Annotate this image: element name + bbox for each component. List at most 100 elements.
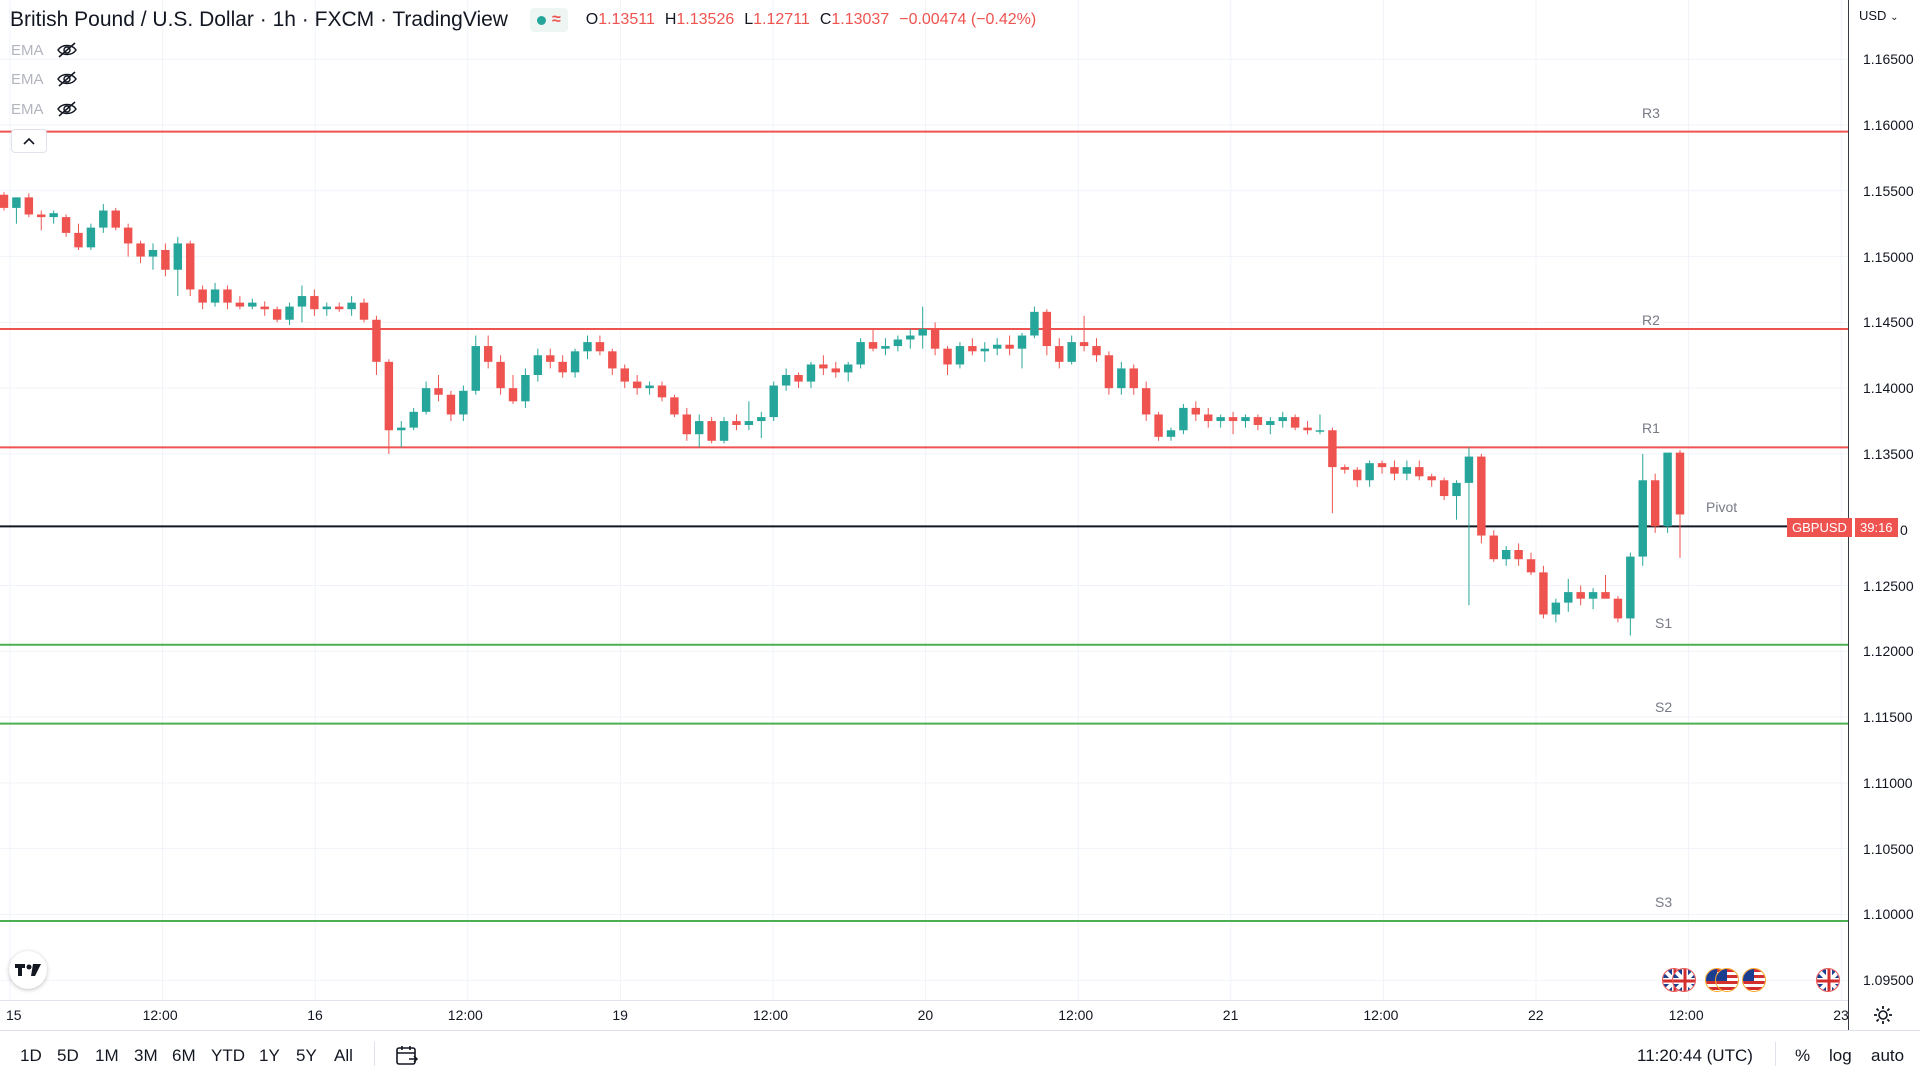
goto-date-calendar-icon[interactable]: [395, 1045, 419, 1067]
tradingview-logo[interactable]: [9, 951, 47, 989]
indicator-ema-1[interactable]: EMA: [11, 41, 78, 59]
candle: [297, 285, 307, 323]
candle: [558, 355, 567, 378]
collapse-indicators-button[interactable]: [11, 129, 47, 153]
candle: [968, 338, 977, 356]
range-ytd-button[interactable]: YTD: [211, 1046, 245, 1065]
candlestick-series: [0, 192, 1685, 636]
candle: [719, 417, 729, 444]
candle: [632, 375, 642, 395]
time-tick-label: 12:00: [1668, 1007, 1704, 1023]
candle: [372, 315, 381, 375]
symbol-price-badge: GBPUSD: [1787, 518, 1852, 537]
symbol-title[interactable]: British Pound / U.S. Dollar · 1h · FXCM …: [10, 8, 508, 31]
eye-hidden-icon[interactable]: [56, 70, 78, 88]
candle-body: [1650, 480, 1660, 527]
candle-body: [1303, 427, 1312, 431]
candle: [1166, 427, 1176, 441]
utc-clock[interactable]: 11:20:44 (UTC): [1637, 1046, 1753, 1065]
candle-body: [347, 302, 356, 310]
range-5y-button[interactable]: 5Y: [296, 1046, 317, 1065]
candle: [856, 338, 865, 369]
eye-hidden-icon[interactable]: [56, 41, 78, 59]
candle-body: [1427, 476, 1436, 481]
chevron-up-icon: [23, 137, 35, 145]
price-tick-label: 1.13500: [1863, 445, 1914, 462]
candle: [868, 328, 878, 352]
candle-body: [297, 296, 307, 307]
candle-body: [856, 342, 865, 365]
percent-scale-button[interactable]: %: [1795, 1046, 1811, 1065]
candle: [1514, 543, 1523, 566]
candle-body: [223, 289, 232, 303]
candle-body: [1564, 592, 1573, 603]
price-tick-label: 1.14500: [1863, 314, 1914, 331]
candle: [1650, 473, 1660, 533]
range-6m-button[interactable]: 6M: [172, 1046, 196, 1065]
economic-event-uk-icon[interactable]: [1672, 968, 1696, 992]
range-1d-button[interactable]: 1D: [20, 1046, 42, 1065]
toolbar-divider: [374, 1042, 375, 1066]
candle: [223, 285, 232, 310]
candle: [347, 296, 356, 316]
candle: [12, 197, 21, 224]
candle: [1564, 578, 1573, 612]
candle-body: [334, 306, 344, 310]
candle-body: [794, 375, 803, 382]
indicator-ema-2[interactable]: EMA: [11, 70, 78, 88]
time-tick-label: 12:00: [1363, 1007, 1399, 1023]
candle: [769, 381, 778, 422]
time-tick-label: 12:00: [142, 1007, 178, 1023]
range-1m-button[interactable]: 1M: [95, 1046, 119, 1065]
candle-body: [843, 364, 853, 373]
candle: [918, 306, 927, 349]
candle-body: [1576, 592, 1585, 599]
candle: [123, 223, 133, 257]
candle: [1141, 381, 1151, 422]
indicator-label: EMA: [11, 41, 44, 59]
level-label-s2: S2: [1655, 699, 1673, 715]
candle-body: [1464, 456, 1474, 483]
candle-body: [1278, 417, 1287, 422]
toolbar-divider: [1775, 1042, 1776, 1066]
chart-settings-gear-icon[interactable]: [1872, 1004, 1894, 1026]
time-tick-label: 23: [1833, 1007, 1849, 1023]
time-tick-label: 16: [307, 1007, 323, 1023]
candle-body: [186, 243, 195, 290]
candle-body: [459, 390, 468, 415]
candle-body: [980, 348, 989, 352]
eye-hidden-icon[interactable]: [56, 100, 78, 118]
market-status[interactable]: ≈: [529, 8, 568, 32]
indicator-ema-3[interactable]: EMA: [11, 100, 78, 118]
currency-selector[interactable]: USD ⌄: [1859, 8, 1898, 23]
candle: [74, 223, 83, 250]
candle: [1266, 417, 1275, 435]
candle: [744, 401, 754, 431]
range-all-button[interactable]: All: [334, 1046, 353, 1065]
time-tick-label: 21: [1222, 1007, 1239, 1023]
time-tick-label: 19: [612, 1007, 628, 1023]
economic-event-uk-icon[interactable]: [1816, 968, 1840, 992]
candle: [943, 346, 952, 375]
price-tick-label: 1.16500: [1863, 51, 1914, 68]
range-1y-button[interactable]: 1Y: [259, 1046, 280, 1065]
economic-event-us-icon[interactable]: [1742, 968, 1766, 992]
tv-logo-icon: [15, 964, 41, 976]
candle: [322, 302, 332, 316]
candle-body: [1452, 482, 1461, 497]
candle-body: [744, 421, 754, 425]
candle-body: [260, 306, 269, 310]
candle: [781, 368, 791, 391]
candle-body: [1216, 417, 1225, 422]
economic-event-us-icon[interactable]: [1715, 968, 1739, 992]
range-5d-button[interactable]: 5D: [57, 1046, 79, 1065]
candle: [1489, 530, 1498, 562]
range-3m-button[interactable]: 3M: [134, 1046, 158, 1065]
candle-body: [86, 227, 96, 248]
candle: [248, 298, 257, 310]
log-scale-button[interactable]: log: [1829, 1046, 1852, 1065]
auto-scale-button[interactable]: auto: [1871, 1046, 1905, 1065]
candle-body: [210, 289, 220, 303]
candle: [1613, 596, 1623, 623]
